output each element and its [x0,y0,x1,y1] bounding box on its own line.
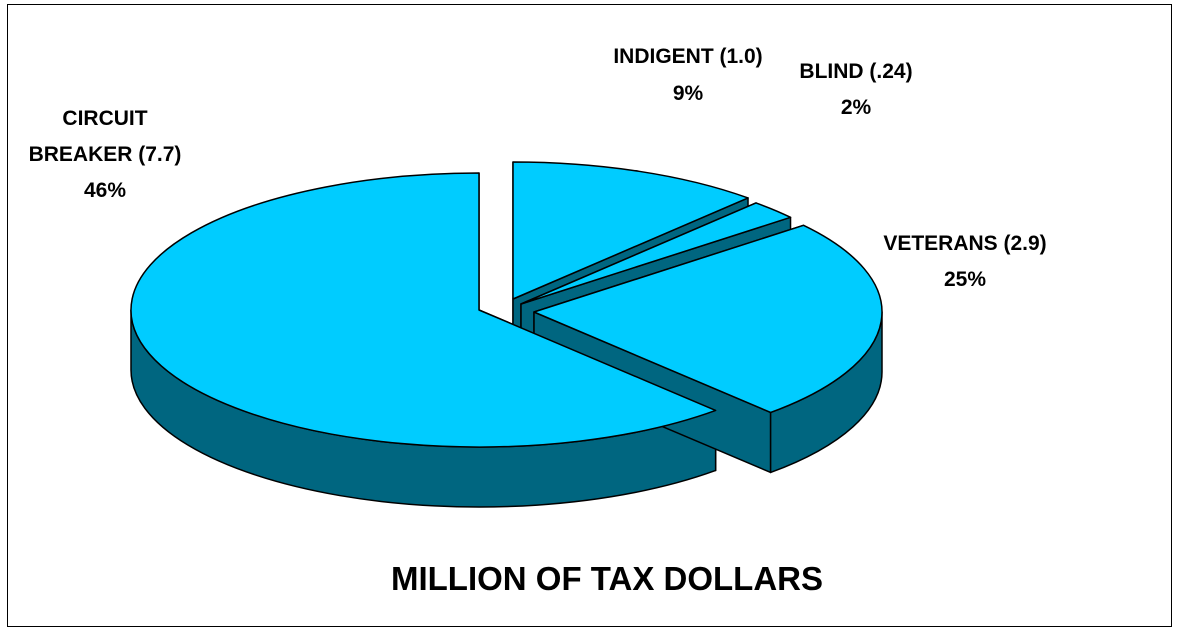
slice-label-circuit-breaker-line2: BREAKER (7.7) [29,143,182,166]
slice-percent-blind: 2% [841,96,872,119]
chart-title: MILLION OF TAX DOLLARS [391,560,823,597]
slice-top-circuit-breaker [130,172,717,448]
slice-percent-indigent: 9% [673,82,704,105]
slice-percent-circuit-breaker: 46% [84,179,126,202]
slice-label-circuit-breaker-line1: CIRCUIT [62,107,147,130]
slice-label-indigent: INDIGENT (1.0) [613,45,762,68]
slice-percent-veterans: 25% [944,268,986,291]
pie-top-layer [130,161,883,448]
slice-top-indigent [512,161,749,300]
slice-top-blind [520,202,792,305]
slice-label-veterans: VETERANS (2.9) [883,232,1046,255]
slice-top-veterans [533,224,883,414]
slice-label-blind: BLIND (.24) [799,60,912,83]
